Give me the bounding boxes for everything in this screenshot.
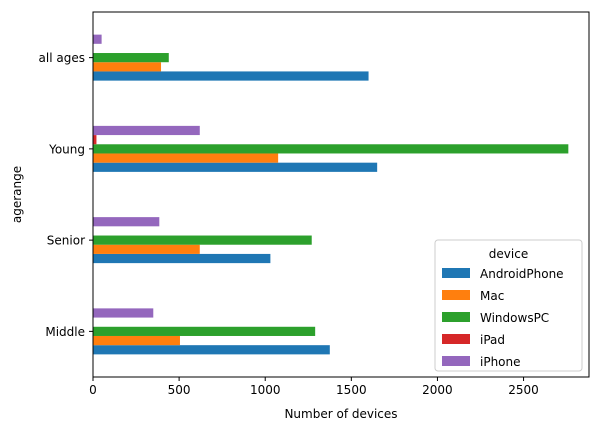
legend-label-ipad: iPad [480, 333, 505, 347]
y-tick-label: Middle [45, 325, 85, 339]
legend-swatch-mac [442, 290, 470, 300]
bar-iphone-all-ages [93, 34, 102, 44]
x-tick-label: 500 [168, 383, 191, 397]
bar-androidphone-all-ages [93, 71, 369, 81]
bar-androidphone-middle [93, 345, 330, 355]
y-axis-ticks: Middle Senior Young all ages [39, 51, 93, 339]
x-tick-label: 1000 [250, 383, 281, 397]
bar-mac-all-ages [93, 62, 162, 72]
legend-swatch-ipad [442, 334, 470, 344]
legend-swatch-androidphone [442, 268, 470, 278]
x-axis-ticks: 0 500 1000 1500 2000 2500 [89, 377, 539, 397]
bar-androidphone-young [93, 162, 378, 172]
x-tick-label: 0 [89, 383, 97, 397]
legend: device AndroidPhone Mac WindowsPC iPad iPhon… [434, 239, 583, 372]
bar-windowspc-young [93, 144, 569, 154]
plot-frame [92, 11, 590, 378]
legend-title: device [489, 247, 528, 261]
legend-label-androidphone: AndroidPhone [480, 267, 564, 281]
bar-windowspc-all-ages [93, 53, 169, 63]
y-tick-label: Young [48, 142, 85, 156]
bar-mac-senior [93, 244, 200, 254]
legend-label-windowspc: WindowsPC [480, 311, 549, 325]
bar-windowspc-senior [93, 235, 312, 245]
bar-androidphone-senior [93, 253, 271, 264]
y-tick-label: Senior [47, 234, 85, 248]
x-axis-label: Number of devices [284, 407, 397, 421]
bars-layer [93, 34, 569, 355]
bar-mac-young [93, 153, 279, 163]
y-axis-label: agerange [10, 166, 24, 223]
x-tick-label: 2500 [508, 383, 539, 397]
bar-iphone-senior [93, 217, 160, 227]
legend-swatch-windowspc [442, 312, 470, 322]
x-tick-label: 2000 [422, 383, 453, 397]
bar-ipad-young [93, 135, 97, 145]
bar-mac-middle [93, 335, 180, 346]
legend-items: AndroidPhone Mac WindowsPC iPad iPhone [442, 267, 564, 369]
y-tick-label: all ages [39, 51, 85, 65]
legend-box [434, 239, 583, 372]
legend-swatch-iphone [442, 356, 470, 366]
x-tick-label: 1500 [336, 383, 367, 397]
bar-windowspc-middle [93, 326, 316, 336]
bar-iphone-young [93, 125, 200, 136]
legend-label-mac: Mac [480, 289, 504, 303]
bar-iphone-middle [93, 308, 154, 318]
legend-label-iphone: iPhone [480, 355, 521, 369]
